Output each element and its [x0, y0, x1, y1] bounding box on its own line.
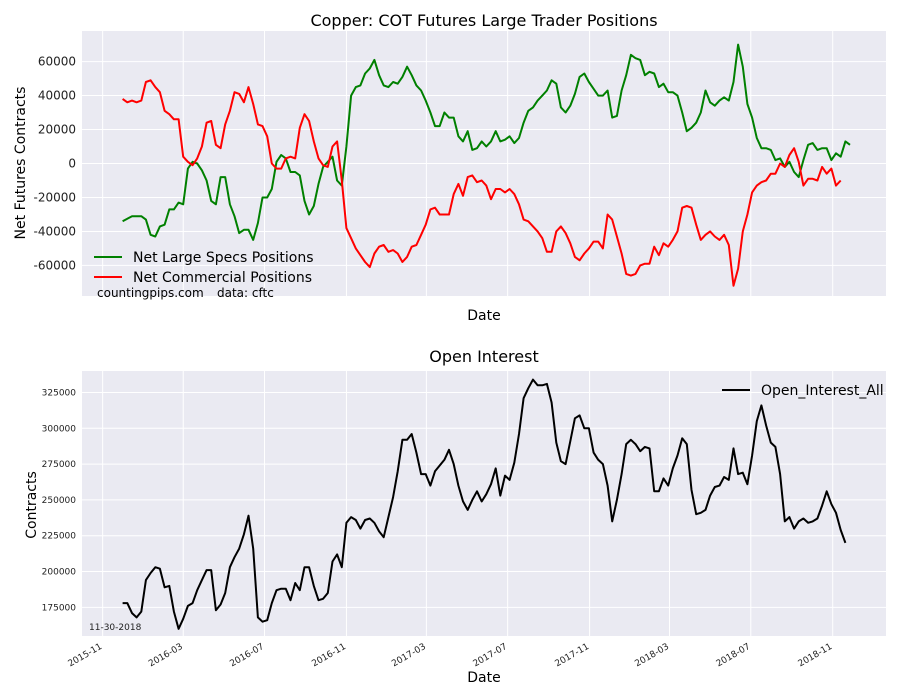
open-interest-y-tick-label: 300000: [42, 424, 77, 434]
x-tick-label: 2017-03: [390, 642, 428, 669]
open-interest-x-axis-label: Date: [467, 670, 500, 686]
open-interest-y-tick-label: 175000: [42, 603, 77, 613]
positions-y-tick-label: -60000: [33, 258, 76, 272]
open-interest-y-axis-label: Contracts: [24, 471, 40, 539]
source-note-site: countingpips.com: [97, 286, 204, 300]
positions-x-axis-label: Date: [467, 308, 500, 324]
legend-label-large-specs: Net Large Specs Positions: [133, 250, 314, 266]
open-interest-series-line-0: [122, 378, 847, 630]
x-tick-label: 2015-11: [67, 642, 105, 669]
positions-y-tick-label: 0: [68, 157, 76, 171]
x-tick-label: 2017-11: [554, 642, 592, 669]
positions-series-line-0: [122, 43, 851, 241]
open-interest-chart: 325000 300000 275000 250000 225000 200000 1750…: [24, 347, 886, 686]
x-tick-label: 2018-11: [797, 642, 835, 669]
source-note-data: data: cftc: [217, 286, 274, 300]
x-tick-label: 2016-11: [310, 642, 348, 669]
open-interest-legend: Open_Interest_All: [722, 383, 884, 399]
positions-chart-title: Copper: COT Futures Large Trader Positio…: [310, 11, 657, 30]
positions-series-line-1: [122, 79, 842, 287]
positions-y-tick-label: 20000: [38, 123, 76, 137]
positions-y-tick-label: 40000: [38, 89, 76, 103]
positions-y-axis-label: Net Futures Contracts: [13, 87, 29, 240]
x-tick-label: 2018-07: [715, 642, 753, 669]
open-interest-y-tick-label: 325000: [42, 388, 77, 398]
open-interest-y-tick-label: 275000: [42, 460, 77, 470]
open-interest-chart-title: Open Interest: [429, 347, 538, 366]
positions-y-tick-label: -40000: [33, 224, 76, 238]
x-tick-label: 2018-03: [633, 642, 671, 669]
open-interest-y-tick-label: 250000: [42, 496, 77, 506]
legend-label-open-interest: Open_Interest_All: [761, 383, 884, 399]
positions-y-tick-label: -20000: [33, 190, 76, 204]
date-stamp: 11-30-2018: [89, 623, 142, 633]
positions-legend: Net Large Specs Positions Net Commercial…: [94, 250, 314, 286]
open-interest-y-tick-label: 200000: [42, 568, 77, 578]
open-interest-plot-area: [82, 371, 886, 636]
legend-label-commercial: Net Commercial Positions: [133, 270, 312, 286]
x-tick-label: 2016-03: [147, 642, 185, 669]
positions-chart: 60000 40000 20000 0 -20000 -40000 -60000 Coppe…: [13, 11, 886, 324]
x-tick-label: 2017-07: [472, 642, 510, 669]
positions-y-tick-label: 60000: [38, 55, 76, 69]
x-tick-label: 2016-07: [228, 642, 266, 669]
open-interest-y-tick-label: 225000: [42, 532, 77, 542]
